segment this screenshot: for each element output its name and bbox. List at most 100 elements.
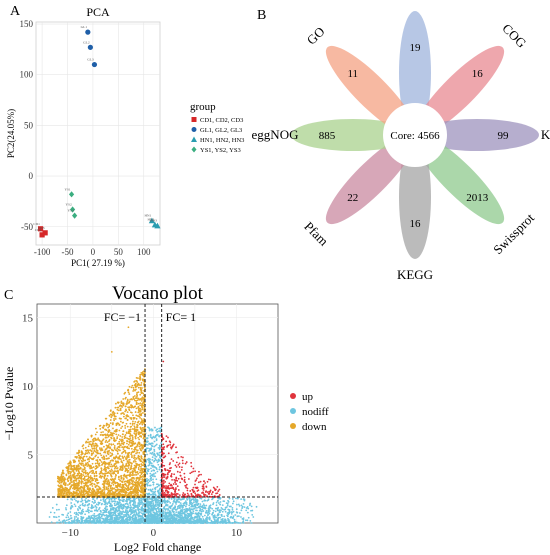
point-down xyxy=(129,398,132,401)
point-nodiff xyxy=(163,506,166,508)
point-down xyxy=(133,432,136,435)
point-nodiff xyxy=(102,500,105,502)
point-nodiff xyxy=(212,515,215,517)
point-nodiff xyxy=(58,508,60,511)
point-nodiff xyxy=(166,514,168,517)
point-down xyxy=(139,393,142,396)
pca-point-CD2 xyxy=(39,232,45,238)
point-nodiff xyxy=(159,483,162,486)
point-nodiff xyxy=(69,507,72,510)
point-nodiff xyxy=(238,505,241,507)
point-nodiff xyxy=(148,460,151,462)
point-down xyxy=(137,386,140,389)
point-nodiff xyxy=(151,473,154,476)
point-down xyxy=(103,477,106,480)
point-nodiff xyxy=(114,504,117,507)
point-nodiff xyxy=(241,505,244,508)
point-nodiff xyxy=(155,478,158,481)
point-down xyxy=(127,406,129,409)
point-nodiff xyxy=(97,508,100,511)
point-nodiff xyxy=(59,521,62,524)
point-down xyxy=(129,428,132,431)
point-nodiff xyxy=(151,429,153,432)
point-nodiff xyxy=(169,501,172,504)
point-nodiff xyxy=(105,519,108,522)
point-nodiff xyxy=(234,514,237,516)
point-nodiff xyxy=(135,511,138,514)
petal-shape-KOG xyxy=(415,119,539,151)
point-nodiff xyxy=(179,498,182,501)
venn-flower-chart: 19NR16COG99KOG2013Swissprot16KEGG22Pfam8… xyxy=(252,0,550,282)
point-down xyxy=(122,451,125,454)
point-nodiff xyxy=(115,514,118,517)
point-nodiff xyxy=(205,509,208,512)
point-nodiff xyxy=(91,498,94,500)
point-nodiff xyxy=(212,509,215,512)
pca-point-label-HN3: HN3 xyxy=(150,219,157,223)
point-down xyxy=(130,425,133,428)
point-nodiff xyxy=(166,518,169,521)
point-nodiff xyxy=(209,522,212,524)
point-nodiff xyxy=(159,501,162,504)
point-down xyxy=(96,431,98,434)
point-down xyxy=(124,417,127,420)
point-nodiff xyxy=(236,515,239,518)
point-down xyxy=(128,464,130,467)
point-down xyxy=(67,484,69,486)
point-nodiff xyxy=(114,509,117,512)
point-nodiff xyxy=(127,514,130,517)
point-nodiff xyxy=(150,470,153,473)
point-nodiff xyxy=(159,513,162,516)
point-nodiff xyxy=(173,499,175,502)
point-nodiff xyxy=(241,507,244,509)
point-nodiff xyxy=(82,504,85,507)
point-nodiff xyxy=(202,503,205,506)
petal-shape-eggNOG xyxy=(291,119,415,151)
point-nodiff xyxy=(166,504,169,506)
point-nodiff xyxy=(76,518,78,521)
petal-label-KOG: KOG xyxy=(541,127,550,142)
point-nodiff xyxy=(240,498,243,501)
point-nodiff xyxy=(117,519,120,521)
point-down xyxy=(120,491,122,493)
point-down xyxy=(135,457,138,460)
point-down xyxy=(123,392,126,395)
point-nodiff xyxy=(153,521,156,524)
point-down xyxy=(73,481,75,484)
point-down xyxy=(134,382,137,385)
point-nodiff xyxy=(80,516,83,519)
point-nodiff xyxy=(147,514,150,516)
point-nodiff xyxy=(183,504,186,507)
point-nodiff xyxy=(200,521,202,524)
point-down xyxy=(140,384,143,386)
point-nodiff xyxy=(240,504,243,507)
point-nodiff xyxy=(207,499,210,502)
point-nodiff xyxy=(154,457,156,460)
point-down xyxy=(126,442,128,445)
point-nodiff xyxy=(191,508,194,511)
point-nodiff xyxy=(103,522,106,524)
point-nodiff xyxy=(152,511,155,514)
point-nodiff xyxy=(73,516,76,518)
point-down xyxy=(142,402,145,404)
point-nodiff xyxy=(174,505,177,508)
point-nodiff xyxy=(73,503,76,506)
pca-legend-title: group xyxy=(190,101,216,113)
point-nodiff xyxy=(151,498,154,501)
point-nodiff xyxy=(75,499,77,502)
point-down xyxy=(105,417,108,420)
point-nodiff xyxy=(155,505,157,507)
point-nodiff xyxy=(140,498,143,500)
point-nodiff xyxy=(217,506,219,509)
pca-point-label-YS2: YS2 xyxy=(65,203,71,207)
point-down xyxy=(110,472,112,475)
point-nodiff xyxy=(188,504,191,507)
point-nodiff xyxy=(93,515,96,517)
point-nodiff xyxy=(178,522,181,524)
point-nodiff xyxy=(146,467,148,470)
point-nodiff xyxy=(137,497,140,500)
point-nodiff xyxy=(255,505,258,508)
point-nodiff xyxy=(90,517,93,519)
point-nodiff xyxy=(249,519,252,522)
point-nodiff xyxy=(144,511,147,514)
